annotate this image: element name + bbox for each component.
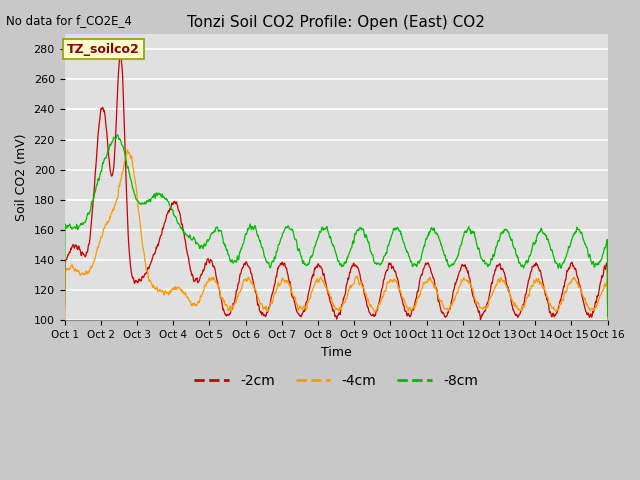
- Legend: -2cm, -4cm, -8cm: -2cm, -4cm, -8cm: [189, 369, 483, 394]
- Title: Tonzi Soil CO2 Profile: Open (East) CO2: Tonzi Soil CO2 Profile: Open (East) CO2: [187, 15, 485, 30]
- Y-axis label: Soil CO2 (mV): Soil CO2 (mV): [15, 133, 28, 221]
- Text: No data for f_CO2E_4: No data for f_CO2E_4: [6, 14, 132, 27]
- Text: TZ_soilco2: TZ_soilco2: [67, 43, 140, 56]
- X-axis label: Time: Time: [321, 346, 351, 359]
